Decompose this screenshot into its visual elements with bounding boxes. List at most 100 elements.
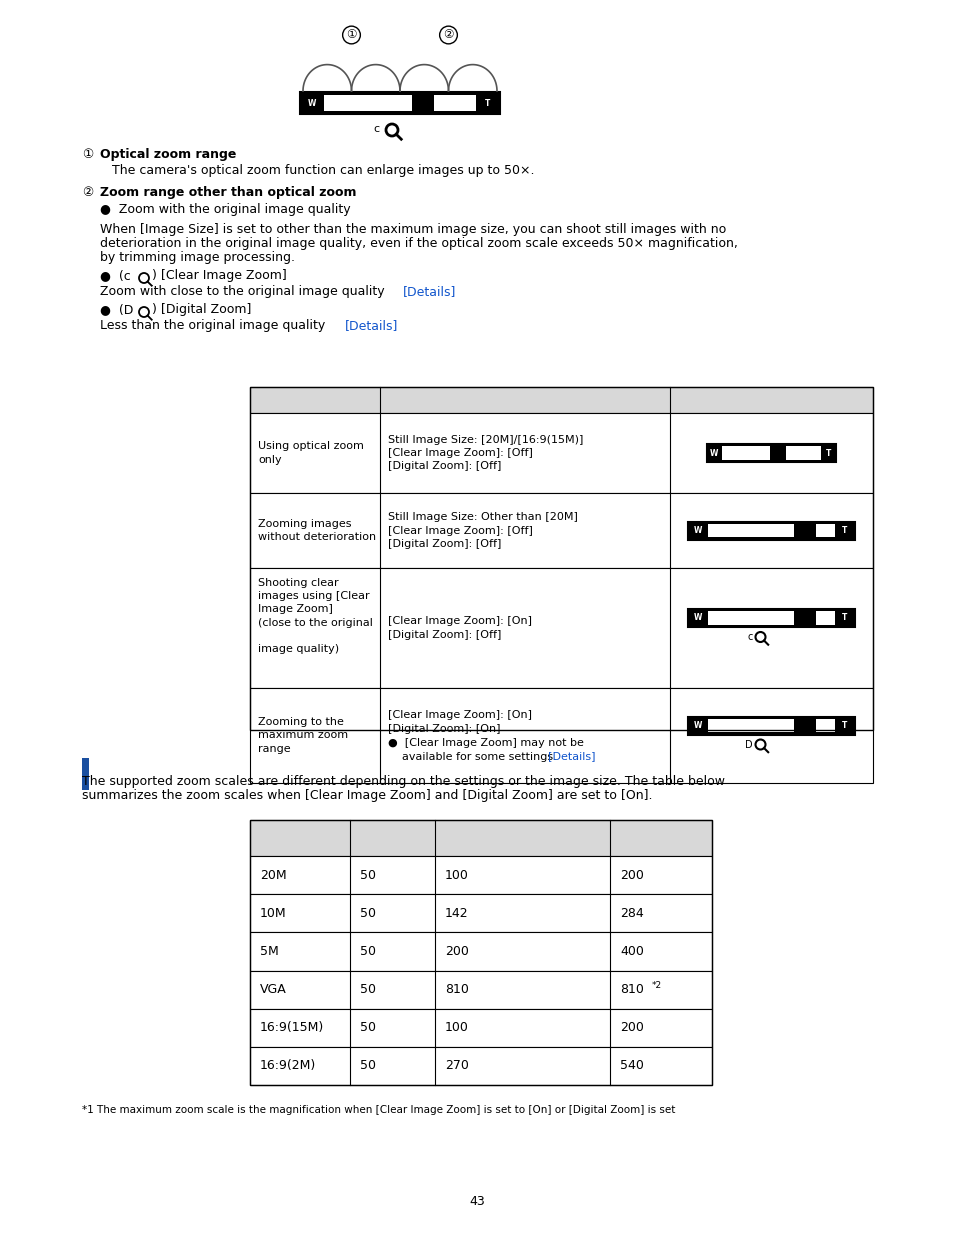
Text: 5M: 5M [260, 945, 278, 958]
Text: 270: 270 [444, 1060, 468, 1072]
Text: W: W [694, 721, 701, 730]
Bar [250, 971, 711, 1009]
Text: 810: 810 [444, 983, 468, 997]
Bar [250, 568, 872, 688]
Bar [794, 524, 815, 537]
Text: 50: 50 [359, 1060, 375, 1072]
Text: [Details]: [Details] [345, 319, 398, 332]
Text: 400: 400 [619, 945, 643, 958]
Bar [250, 387, 872, 730]
Bar [706, 445, 836, 462]
Text: 20M: 20M [260, 868, 286, 882]
Text: Still Image Size: Other than [20M]
[Clear Image Zoom]: [Off]
[Digital Zoom]: [Of: Still Image Size: Other than [20M] [Clea… [388, 513, 578, 548]
Text: [Details]: [Details] [547, 752, 595, 762]
Text: ●  (c: ● (c [100, 269, 131, 282]
Text: 540: 540 [619, 1060, 643, 1072]
Bar [794, 719, 815, 732]
Text: VGA: VGA [260, 983, 287, 997]
Text: available for some settings.: available for some settings. [388, 752, 557, 762]
Text: Optical zoom range: Optical zoom range [100, 148, 236, 161]
Text: 100: 100 [444, 868, 468, 882]
Bar [707, 611, 834, 625]
Text: 100: 100 [444, 1021, 468, 1034]
Text: ①: ① [346, 28, 356, 42]
Text: T: T [841, 721, 846, 730]
Text: ②: ② [82, 186, 93, 199]
Bar [250, 894, 711, 932]
Bar [299, 91, 499, 114]
Text: W: W [694, 526, 701, 535]
Text: T: T [485, 99, 490, 107]
Text: ●  (D: ● (D [100, 303, 133, 316]
Bar [687, 609, 854, 627]
Text: Zoom range other than optical zoom: Zoom range other than optical zoom [100, 186, 356, 199]
Text: T: T [825, 448, 830, 457]
Text: Less than the original image quality: Less than the original image quality [100, 319, 329, 332]
Text: 200: 200 [619, 868, 643, 882]
Text: *1 The maximum zoom scale is the magnification when [Clear Image Zoom] is set to: *1 The maximum zoom scale is the magnifi… [82, 1105, 675, 1115]
Text: W: W [709, 448, 718, 457]
Bar [250, 1047, 711, 1086]
Bar [707, 524, 834, 537]
Text: 16:9(2M): 16:9(2M) [260, 1060, 315, 1072]
Text: ②: ② [443, 28, 454, 42]
Text: Shooting clear
images using [Clear
Image Zoom]
(close to the original

image qua: Shooting clear images using [Clear Image… [257, 578, 373, 655]
Text: ) [Digital Zoom]: ) [Digital Zoom] [152, 303, 251, 316]
Text: Zooming images
without deterioration: Zooming images without deterioration [257, 519, 375, 542]
Text: by trimming image processing.: by trimming image processing. [100, 251, 294, 264]
Text: D: D [744, 740, 752, 750]
Bar [412, 95, 434, 111]
Bar [250, 688, 872, 783]
Bar [82, 758, 89, 790]
Text: 200: 200 [619, 1021, 643, 1034]
Text: W: W [694, 614, 701, 622]
Text: ①: ① [82, 148, 93, 161]
Text: [Clear Image Zoom]: [On]: [Clear Image Zoom]: [On] [388, 709, 532, 720]
Text: 284: 284 [619, 906, 643, 920]
Text: Still Image Size: [20M]/[16:9(15M)]
[Clear Image Zoom]: [Off]
[Digital Zoom]: [O: Still Image Size: [20M]/[16:9(15M)] [Cle… [388, 435, 583, 472]
Text: [Details]: [Details] [402, 285, 456, 298]
Bar [250, 856, 711, 894]
Bar [794, 611, 815, 625]
Text: [Clear Image Zoom]: [On]
[Digital Zoom]: [Off]: [Clear Image Zoom]: [On] [Digital Zoom]:… [388, 616, 532, 640]
Text: *2: *2 [651, 981, 661, 990]
Text: 10M: 10M [260, 906, 286, 920]
Bar [250, 387, 872, 412]
Text: summarizes the zoom scales when [Clear Image Zoom] and [Digital Zoom] are set to: summarizes the zoom scales when [Clear I… [82, 789, 652, 802]
Bar [250, 820, 711, 1086]
Text: The supported zoom scales are different depending on the settings or the image s: The supported zoom scales are different … [82, 776, 724, 788]
Text: 43: 43 [469, 1195, 484, 1208]
Bar [706, 445, 836, 462]
Text: Zooming to the
maximum zoom
range: Zooming to the maximum zoom range [257, 718, 348, 753]
Text: 50: 50 [359, 945, 375, 958]
Text: 50: 50 [359, 906, 375, 920]
Text: 810: 810 [619, 983, 643, 997]
Bar [250, 412, 872, 493]
Bar [250, 1009, 711, 1047]
Text: c: c [746, 632, 752, 642]
Text: Zoom with close to the original image quality: Zoom with close to the original image qu… [100, 285, 388, 298]
Bar [687, 716, 854, 735]
Bar [707, 719, 834, 732]
Bar [250, 932, 711, 971]
Text: 50: 50 [359, 1021, 375, 1034]
Bar [299, 91, 499, 114]
Text: ) [Clear Image Zoom]: ) [Clear Image Zoom] [152, 269, 287, 282]
Bar [250, 493, 872, 568]
Text: 16:9(15M): 16:9(15M) [260, 1021, 324, 1034]
Bar [324, 95, 476, 111]
Text: 50: 50 [359, 983, 375, 997]
Text: The camera's optical zoom function can enlarge images up to 50×.: The camera's optical zoom function can e… [112, 164, 534, 177]
Bar [687, 521, 854, 540]
Bar [721, 446, 820, 459]
Text: c: c [374, 124, 379, 135]
Bar [250, 820, 711, 856]
Text: Using optical zoom
only: Using optical zoom only [257, 441, 363, 464]
Text: T: T [841, 614, 846, 622]
Text: When [Image Size] is set to other than the maximum image size, you can shoot sti: When [Image Size] is set to other than t… [100, 224, 725, 236]
Text: ●  Zoom with the original image quality: ● Zoom with the original image quality [100, 203, 351, 216]
Text: ●  [Clear Image Zoom] may not be: ● [Clear Image Zoom] may not be [388, 737, 583, 747]
Text: 142: 142 [444, 906, 468, 920]
Bar [687, 716, 854, 735]
Text: 50: 50 [359, 868, 375, 882]
